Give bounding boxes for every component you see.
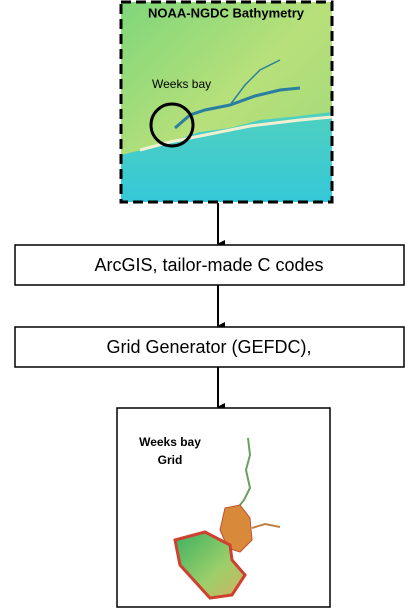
river	[229, 59, 281, 106]
grid-river	[235, 437, 252, 511]
grid-label: Grid	[158, 453, 183, 467]
step-label: ArcGIS, tailor-made C codes	[94, 255, 323, 275]
map-sea	[121, 112, 332, 202]
map-title: NOAA-NGDC Bathymetry	[148, 5, 305, 20]
highlight-circle	[149, 102, 195, 148]
grid-lower	[173, 530, 247, 600]
grid-label: Weeks bay	[139, 435, 201, 449]
map-frame	[119, 0, 334, 204]
output-grid: Weeks bay Grid	[116, 407, 331, 608]
grid-branch	[251, 522, 281, 529]
step-label: Grid Generator (GEFDC),	[106, 337, 311, 357]
step-box	[14, 244, 405, 286]
grid-upper	[219, 504, 253, 553]
map-label: Weeks bay	[152, 77, 211, 91]
step-box	[14, 326, 405, 368]
input-map: NOAA-NGDC Bathymetry Weeks bay	[119, 0, 334, 204]
